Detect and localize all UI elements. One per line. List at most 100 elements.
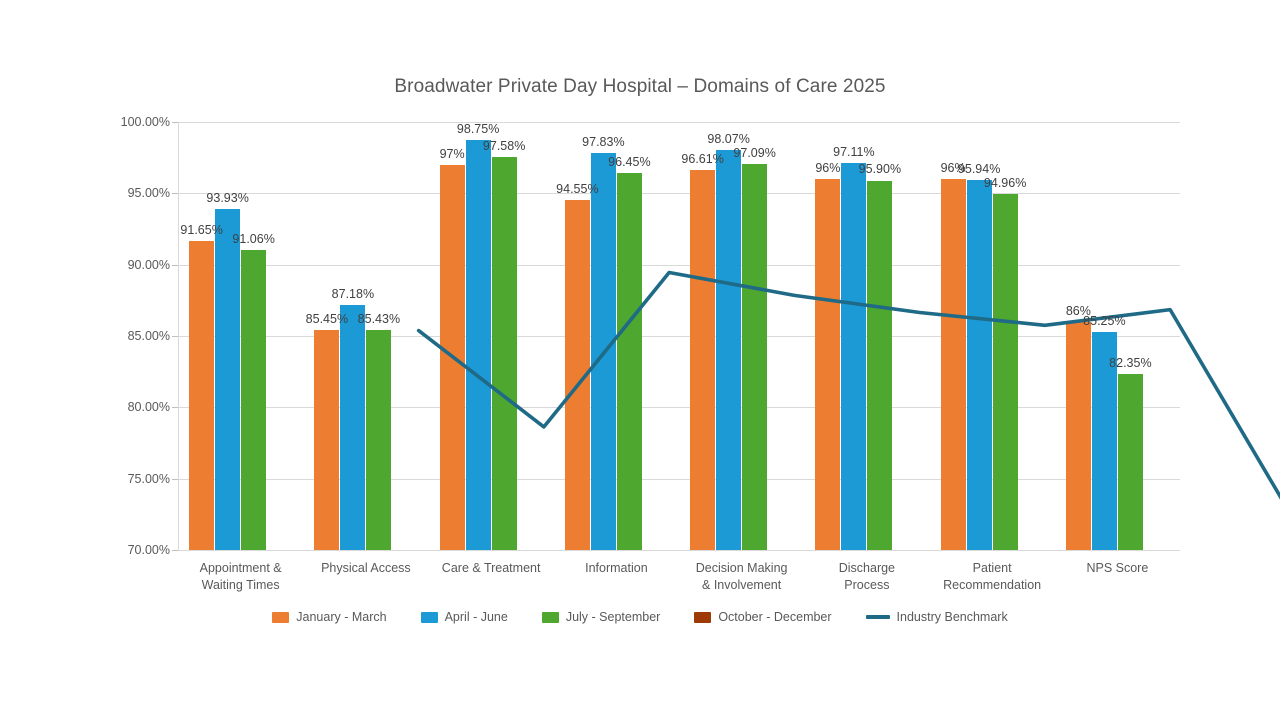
- bar[interactable]: [742, 163, 768, 550]
- x-axis-category-label: NPS Score: [1055, 560, 1180, 577]
- legend-label: January - March: [296, 610, 387, 624]
- bar[interactable]: [241, 249, 267, 550]
- y-axis-tick-mark: [172, 407, 178, 409]
- legend-swatch-icon: [272, 611, 290, 623]
- x-axis-category-label: Discharge Process: [804, 560, 929, 594]
- y-axis-tick-mark: [172, 336, 178, 337]
- y-axis-tick-label: 85.00%: [127, 329, 170, 343]
- legend-line-icon: [865, 615, 890, 619]
- data-label: 86%: [1065, 303, 1091, 318]
- chart-legend: January - March April - June July - Septem…: [0, 610, 1280, 624]
- data-label: 97.83%: [582, 134, 625, 149]
- data-label: 98.75%: [456, 121, 500, 136]
- x-axis-category-label-line: Recommendation: [943, 578, 1042, 592]
- x-axis-category-label-line: Information: [585, 561, 648, 575]
- bar[interactable]: [867, 180, 893, 550]
- data-label: 98.07%: [707, 131, 750, 146]
- benchmark-line-series: [416, 270, 1280, 500]
- y-axis-tick-mark: [172, 193, 178, 195]
- data-label: 87.18%: [331, 286, 375, 301]
- legend-item[interactable]: July - September: [541, 610, 661, 624]
- plot-area: 91.65% 93.93% 91.06% 85.45% 87.18% 85.43% 97% 9…: [178, 121, 1280, 551]
- legend-item[interactable]: Industry Benchmark: [865, 610, 1008, 624]
- data-label: 93.93%: [206, 190, 249, 205]
- gridline: [178, 264, 1180, 266]
- legend-label: July - September: [565, 610, 661, 624]
- bar[interactable]: [189, 241, 215, 550]
- bar[interactable]: [465, 139, 491, 550]
- bar[interactable]: [215, 208, 241, 550]
- data-label: 97.11%: [833, 145, 875, 160]
- y-axis-tick-label: 90.00%: [127, 257, 170, 272]
- y-axis-tick-label: 100.00%: [120, 115, 170, 129]
- data-label: 97%: [439, 146, 465, 161]
- bar[interactable]: [966, 179, 992, 550]
- y-axis-tick-mark: [172, 550, 178, 551]
- x-axis-category-label-line: NPS Score: [1086, 561, 1149, 575]
- gridline: [178, 122, 1180, 123]
- data-label: 94.55%: [556, 181, 599, 196]
- bar[interactable]: [1065, 321, 1091, 550]
- data-label: 95.94%: [957, 161, 1001, 176]
- gridline: [178, 407, 1180, 409]
- x-axis-category-label-line: Waiting Times: [201, 578, 280, 592]
- x-axis-category-label: Information: [554, 560, 679, 577]
- x-axis-category-label: Patient Recommendation: [930, 560, 1055, 594]
- x-axis-category-label-line: Process: [844, 578, 890, 592]
- legend-item[interactable]: April - June: [420, 610, 508, 624]
- y-axis-tick-mark: [172, 122, 178, 123]
- x-axis-category-label: Physical Access: [303, 560, 428, 577]
- bar[interactable]: [690, 170, 716, 550]
- bar[interactable]: [992, 193, 1018, 550]
- x-axis-category-label-line: Decision Making: [695, 561, 788, 575]
- data-label: 85.25%: [1083, 314, 1126, 329]
- x-axis-category-label: Appointment & Waiting Times: [178, 560, 303, 594]
- legend-label: Industry Benchmark: [896, 610, 1008, 624]
- x-axis-category-label: Care & Treatment: [429, 560, 554, 577]
- y-axis-tick-mark: [172, 264, 178, 266]
- y-axis-labels: 100.00% 95.00% 90.00% 85.00% 80.00% 75.00% 70.…: [84, 115, 170, 557]
- bar[interactable]: [314, 329, 340, 550]
- chart-title: Broadwater Private Day Hospital – Domain…: [394, 76, 886, 97]
- data-label: 95.90%: [858, 162, 902, 177]
- x-axis-category-label-line: Discharge: [838, 561, 896, 575]
- data-label: 91.06%: [232, 231, 275, 246]
- data-label: 96%: [940, 161, 966, 176]
- gridline: [178, 478, 1180, 480]
- x-axis-category-label-line: Physical Access: [321, 561, 411, 575]
- y-axis-tick-label: 70.00%: [127, 543, 170, 557]
- bar[interactable]: [940, 179, 966, 550]
- legend-swatch-icon: [694, 611, 712, 623]
- data-label: 97.58%: [482, 138, 526, 153]
- gridline: [178, 193, 1180, 195]
- bar[interactable]: [491, 156, 517, 550]
- x-axis-category-label-line: Appointment &: [199, 561, 282, 575]
- gridline: [178, 336, 1180, 337]
- bar[interactable]: [1117, 373, 1143, 550]
- bar[interactable]: [815, 179, 841, 550]
- data-label: 97.09%: [733, 145, 776, 160]
- data-label: 85.45%: [305, 311, 349, 326]
- y-axis-tick-label: 95.00%: [127, 186, 170, 201]
- legend-label: April - June: [444, 610, 508, 624]
- bar[interactable]: [340, 304, 366, 550]
- legend-swatch-icon: [420, 611, 438, 623]
- gridline: [178, 550, 1180, 551]
- data-label: 96.45%: [608, 154, 651, 169]
- data-label: 85.43%: [357, 311, 401, 326]
- data-label: 96.61%: [681, 152, 724, 167]
- x-axis-category-label-line: & Involvement: [702, 578, 782, 592]
- bar[interactable]: [616, 172, 642, 550]
- y-axis-tick-mark: [172, 478, 178, 480]
- bar[interactable]: [716, 149, 742, 550]
- legend-label: October - December: [718, 610, 832, 624]
- legend-item[interactable]: January - March: [272, 610, 387, 624]
- bar[interactable]: [366, 329, 392, 550]
- legend-item[interactable]: October - December: [694, 610, 832, 624]
- data-label: 96%: [815, 161, 841, 176]
- bar[interactable]: [841, 163, 867, 550]
- y-axis-tick-label: 75.00%: [127, 471, 170, 486]
- x-axis-category-label-line: Care & Treatment: [441, 561, 541, 575]
- bar[interactable]: [1091, 332, 1117, 550]
